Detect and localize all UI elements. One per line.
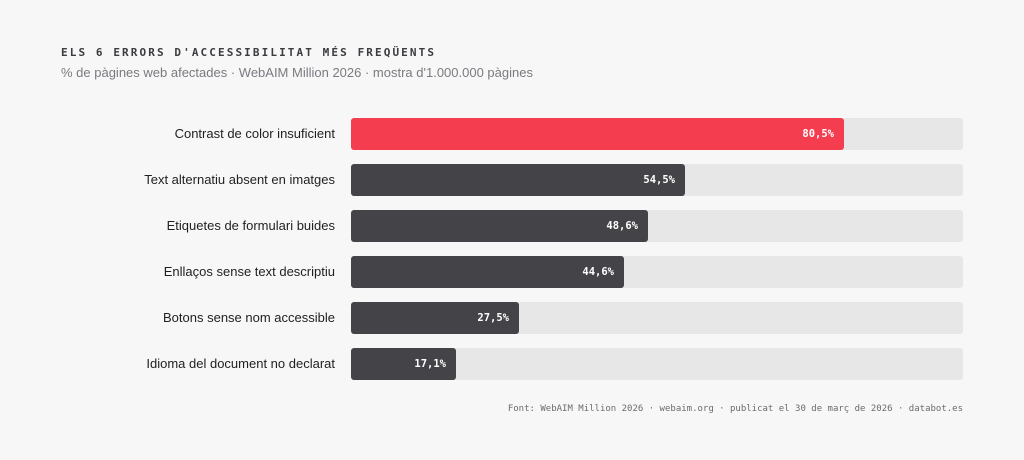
bar-track: 27,5% — [351, 302, 963, 334]
category-label: Enllaços sense text descriptiu — [163, 264, 335, 279]
chart-subtitle: % de pàgines web afectades · WebAIM Mill… — [61, 65, 533, 80]
category-label: Text alternatiu absent en imatges — [144, 172, 335, 187]
data-label: 48,6% — [606, 220, 638, 232]
bar-track: 48,6% — [351, 210, 963, 242]
bar-track: 80,5% — [351, 118, 963, 150]
chart-title: ELS 6 ERRORS D'ACCESSIBILITAT MÉS FREQÜE… — [61, 46, 437, 59]
bar: 44,6% — [351, 256, 624, 288]
data-label: 27,5% — [477, 312, 509, 324]
source-note: Font: WebAIM Million 2026 · webaim.org ·… — [507, 404, 963, 414]
bar: 48,6% — [351, 210, 648, 242]
bar: 54,5% — [351, 164, 685, 196]
bar-row: Etiquetes de formulari buides 48,6% — [0, 210, 1024, 242]
data-label: 80,5% — [802, 128, 834, 140]
bar: 27,5% — [351, 302, 519, 334]
category-label: Etiquetes de formulari buides — [166, 218, 335, 233]
bar-row: Idioma del document no declarat 17,1% — [0, 348, 1024, 380]
data-label: 17,1% — [414, 358, 446, 370]
bar-row: Text alternatiu absent en imatges 54,5% — [0, 164, 1024, 196]
bar-track: 17,1% — [351, 348, 963, 380]
bar: 80,5% — [351, 118, 844, 150]
data-label: 44,6% — [582, 266, 614, 278]
bar: 17,1% — [351, 348, 456, 380]
bar-row: Contrast de color insuficient 80,5% — [0, 118, 1024, 150]
bar-row: Botons sense nom accessible 27,5% — [0, 302, 1024, 334]
bar-row: Enllaços sense text descriptiu 44,6% — [0, 256, 1024, 288]
category-label: Contrast de color insuficient — [174, 126, 335, 141]
data-label: 54,5% — [643, 174, 675, 186]
bar-track: 54,5% — [351, 164, 963, 196]
category-label: Botons sense nom accessible — [163, 310, 335, 325]
bar-track: 44,6% — [351, 256, 963, 288]
category-label: Idioma del document no declarat — [146, 356, 335, 371]
